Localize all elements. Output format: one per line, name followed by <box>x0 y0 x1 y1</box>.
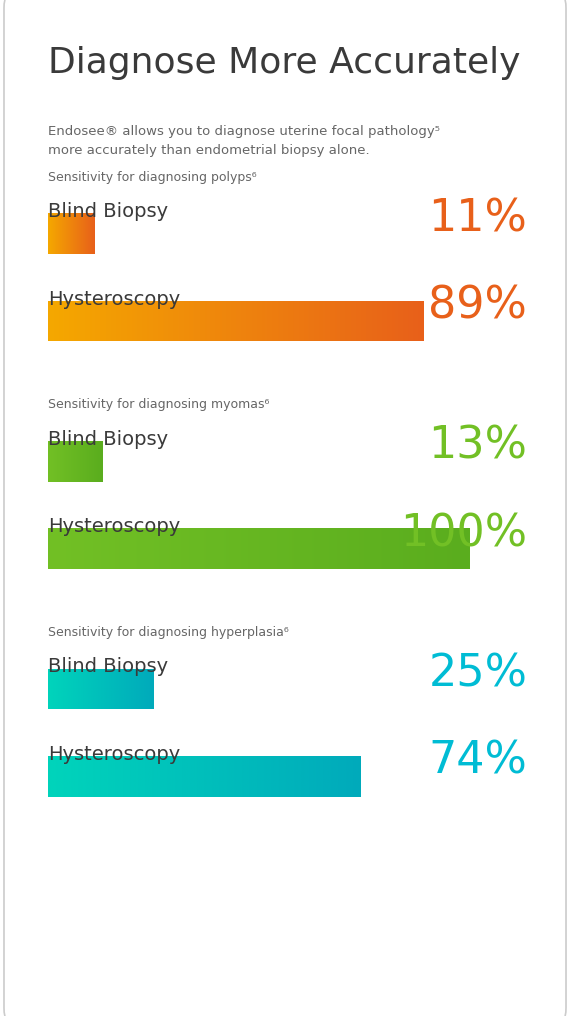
Text: Hysteroscopy: Hysteroscopy <box>48 517 181 536</box>
Text: Sensitivity for diagnosing myomas⁶: Sensitivity for diagnosing myomas⁶ <box>48 398 270 411</box>
Text: Diagnose More Accurately: Diagnose More Accurately <box>48 46 521 79</box>
Text: Blind Biopsy: Blind Biopsy <box>48 430 169 449</box>
Text: 89%: 89% <box>429 284 527 327</box>
Text: Hysteroscopy: Hysteroscopy <box>48 745 181 764</box>
Text: Blind Biopsy: Blind Biopsy <box>48 657 169 677</box>
Text: more accurately than endometrial biopsy alone.: more accurately than endometrial biopsy … <box>48 144 370 157</box>
Text: Hysteroscopy: Hysteroscopy <box>48 290 181 309</box>
Text: 100%: 100% <box>400 512 527 555</box>
Text: Sensitivity for diagnosing polyps⁶: Sensitivity for diagnosing polyps⁶ <box>48 171 257 184</box>
Text: 25%: 25% <box>428 652 527 695</box>
Text: 13%: 13% <box>428 425 527 467</box>
Text: 74%: 74% <box>429 740 527 782</box>
Text: Sensitivity for diagnosing hyperplasia⁶: Sensitivity for diagnosing hyperplasia⁶ <box>48 626 289 639</box>
Text: Endosee® allows you to diagnose uterine focal pathology⁵: Endosee® allows you to diagnose uterine … <box>48 125 441 138</box>
Text: Blind Biopsy: Blind Biopsy <box>48 202 169 221</box>
Text: 11%: 11% <box>429 197 527 240</box>
